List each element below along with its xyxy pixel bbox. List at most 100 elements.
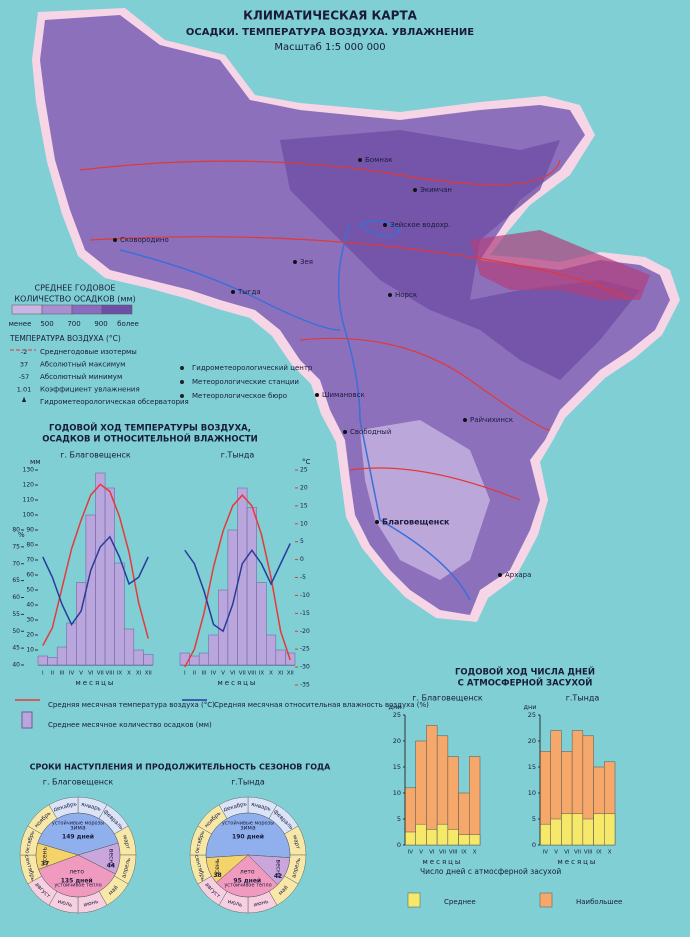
precip-tick-label: 60 [26,572,34,579]
hum-tick-label: 40 [12,662,20,669]
season-days: 135 дней [61,877,93,884]
month-name: январь [250,802,271,813]
precip-bar [246,507,257,666]
precip-tick-label: 90 [26,527,34,534]
avg-bar [561,813,573,846]
precip-tick-label: 50 [26,587,34,594]
legend-symbol: -57 [19,373,30,381]
avg-bar [604,813,616,846]
station-symbol [180,380,184,384]
month-label: III [202,671,207,677]
legend-symbol: 1.01 [17,386,31,394]
season-name: осень [42,846,49,865]
month-label: IV [408,850,414,856]
season-days: 37 [41,860,49,867]
month-label: X [269,671,273,677]
month-label: VII [439,850,446,856]
precip-bar [227,529,238,666]
place-label: Свободный [350,428,391,436]
place-label: Архара [505,571,531,579]
seasons-title: СРОКИ НАСТУПЛЕНИЯ И ПРОДОЛЖИТЕЛЬНОСТЬ СЕ… [30,763,332,772]
precip-bar [114,562,125,666]
season-name: осень [214,858,221,877]
place-dot [413,188,417,192]
legend-symbol: ♟ [21,396,27,404]
avg-bar [404,831,416,846]
season-days: 149 дней [62,834,94,841]
precip-bar [124,628,135,666]
season-sector [35,842,79,870]
precip-bar [256,582,267,666]
legend-label: Абсолютный максимум [40,361,125,369]
month-label: IX [259,671,265,677]
month-label: VII [574,850,581,856]
place-dot [388,293,392,297]
temp-tick-label: -25 [300,646,310,653]
y-tick-label: 0 [397,841,401,849]
legend-label: Гидрометеорологическая обсерватория [40,398,189,406]
month-label: XII [287,671,294,677]
temp-tick-label: 5 [300,538,304,545]
temp-tick-label: -20 [300,628,310,635]
y-tick-label: 20 [528,737,536,745]
place-dot [358,158,362,162]
avg-bar [415,823,427,846]
precip-bar [66,622,77,666]
place-label: Благовещенск [382,518,450,527]
month-name: июль [57,899,73,909]
precip-bar [37,655,48,666]
place-label: Тыгда [237,288,261,296]
avg-bar [469,834,481,846]
season-name: лето [69,868,84,875]
wheel-city: г.Тында [231,778,265,787]
place-dot [498,573,502,577]
month-label: VIII [248,671,257,677]
warm-label: устойчивое тепло [54,882,101,889]
month-label: XI [136,671,142,677]
season-name: зима [70,825,86,832]
hum-unit: % [18,531,25,539]
precip-legend-title: КОЛИЧЕСТВО ОСАДКОВ (мм) [14,295,135,304]
place-label: Бомнак [365,156,392,164]
precip-bar [208,634,219,666]
month-name: апрель [291,857,302,878]
season-days: 42 [274,873,282,880]
map-title: КЛИМАТИЧЕСКАЯ КАРТА [243,9,418,23]
hum-tick-label: 80 [12,527,20,534]
temp-tick-label: 15 [300,502,308,509]
season-sector [205,854,249,884]
temp-tick-label: -15 [300,610,310,617]
avg-bar [539,823,551,846]
month-label: IV [211,671,217,677]
hum-tick-label: 60 [12,594,20,601]
precip-tick-label: 70 [26,557,34,564]
region-max-zone [470,230,650,300]
frost-label: устойчивые морозы [52,820,104,827]
season-days: 38 [213,872,221,879]
precip-legend-label: более [117,320,139,328]
chart-city: г. Благовещенск [60,451,131,460]
hum-tick-label: 65 [12,577,20,584]
precip-unit: мм [30,458,41,466]
precip-tick-label: 40 [26,602,34,609]
month-label: XI [278,671,284,677]
month-label: II [193,671,197,677]
legend-temp: Средняя месячная температура воздуха (°С… [48,701,215,709]
drought-title: С АТМОСФЕРНОЙ ЗАСУХОЙ [458,677,593,689]
season-days: 95 дней [233,877,261,884]
chart-city: г. Благовещенск [412,694,483,703]
month-label: IV [543,850,549,856]
month-name: март [121,835,131,851]
month-label: VII [239,671,246,677]
precip-tick-label: 100 [23,512,35,519]
precip-bar [198,652,210,666]
legend-label: Наибольшее [576,898,622,906]
climate-title: ГОДОВОЙ ХОД ТЕМПЕРАТУРЫ ВОЗДУХА, [49,422,251,434]
place-dot [383,223,387,227]
season-name: лето [240,868,255,875]
station-label: Гидрометеорологический центр [192,364,313,372]
wheel-city: г. Благовещенск [43,778,114,787]
temp-tick-label: 25 [300,467,308,474]
x-axis-label: месяцы [423,858,463,866]
precip-bar [179,652,190,666]
